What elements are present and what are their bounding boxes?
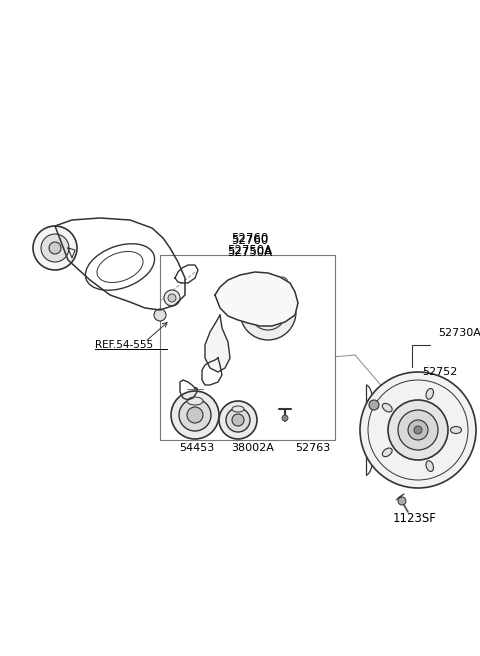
Circle shape bbox=[219, 401, 257, 439]
Circle shape bbox=[250, 283, 290, 323]
Circle shape bbox=[250, 274, 266, 290]
Circle shape bbox=[41, 234, 69, 262]
Text: 52763: 52763 bbox=[295, 443, 331, 453]
Ellipse shape bbox=[232, 406, 244, 412]
Circle shape bbox=[164, 290, 180, 306]
Ellipse shape bbox=[383, 403, 392, 412]
Circle shape bbox=[171, 391, 219, 439]
Text: 54453: 54453 bbox=[180, 443, 215, 453]
Circle shape bbox=[154, 309, 166, 321]
Circle shape bbox=[179, 399, 211, 431]
Bar bbox=[160, 255, 335, 440]
Text: 52760: 52760 bbox=[231, 232, 269, 245]
Circle shape bbox=[240, 284, 296, 340]
Circle shape bbox=[276, 277, 288, 289]
Text: 52750A: 52750A bbox=[228, 247, 273, 260]
Polygon shape bbox=[205, 315, 230, 372]
Circle shape bbox=[168, 294, 176, 302]
Circle shape bbox=[398, 497, 406, 505]
Text: 38002A: 38002A bbox=[231, 443, 275, 453]
Circle shape bbox=[49, 242, 61, 254]
Text: 52752: 52752 bbox=[422, 367, 457, 377]
Circle shape bbox=[187, 407, 203, 423]
Text: REF.54-555: REF.54-555 bbox=[95, 340, 153, 350]
Circle shape bbox=[258, 291, 282, 315]
Circle shape bbox=[232, 414, 244, 426]
Circle shape bbox=[360, 372, 476, 488]
Text: 52760: 52760 bbox=[231, 234, 269, 247]
Circle shape bbox=[398, 410, 438, 450]
Ellipse shape bbox=[426, 461, 433, 472]
Circle shape bbox=[388, 400, 448, 460]
Circle shape bbox=[282, 415, 288, 421]
Circle shape bbox=[369, 400, 379, 410]
Circle shape bbox=[33, 226, 77, 270]
Ellipse shape bbox=[426, 388, 433, 400]
Circle shape bbox=[414, 426, 422, 434]
Circle shape bbox=[408, 420, 428, 440]
Text: 52750A: 52750A bbox=[228, 245, 273, 258]
Circle shape bbox=[226, 408, 250, 432]
Ellipse shape bbox=[451, 426, 461, 434]
Text: 1123SF: 1123SF bbox=[393, 512, 437, 525]
Polygon shape bbox=[215, 272, 298, 326]
Text: 52730A: 52730A bbox=[438, 328, 480, 338]
Ellipse shape bbox=[383, 448, 392, 457]
Ellipse shape bbox=[187, 397, 203, 405]
